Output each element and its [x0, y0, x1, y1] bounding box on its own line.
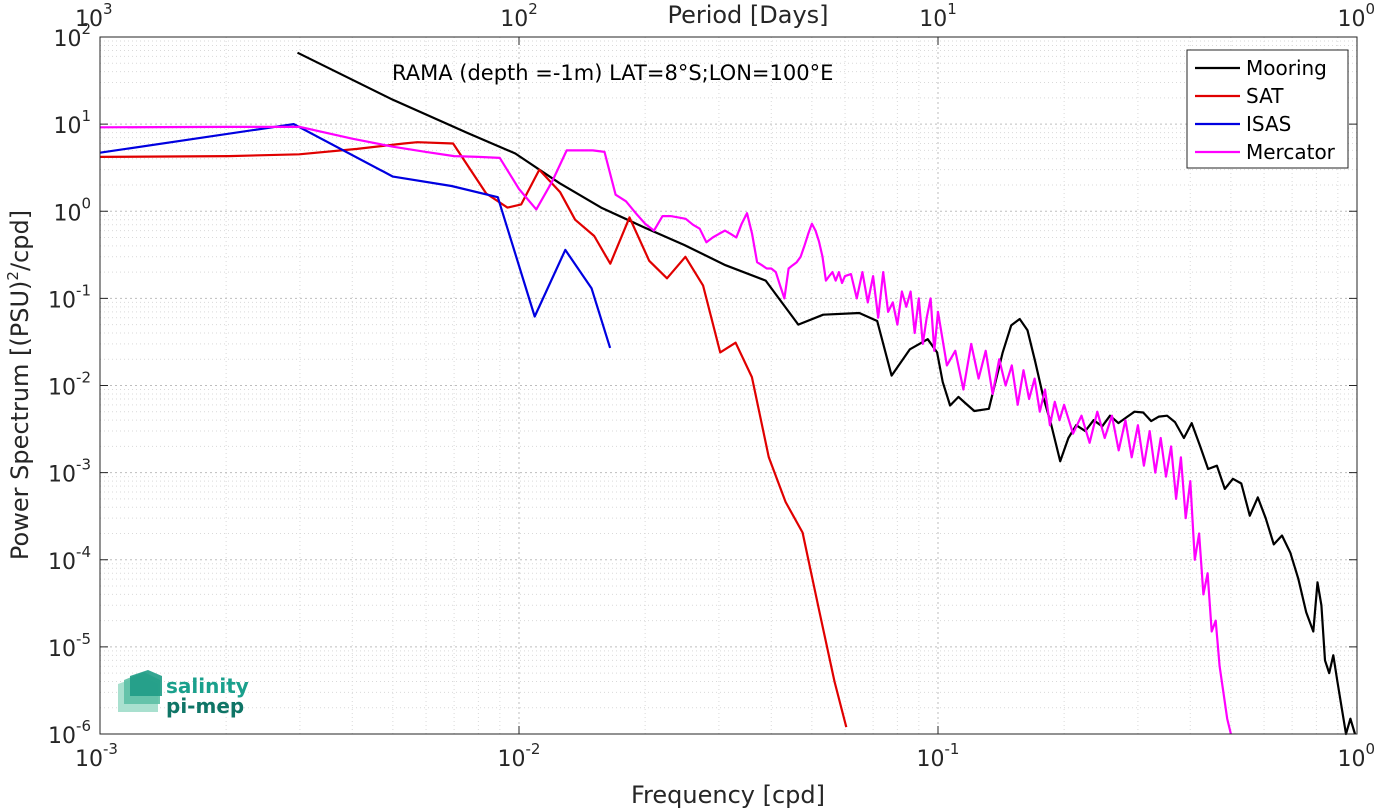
y-tick-label-exp: -5: [76, 630, 91, 648]
legend: Mooring SAT ISAS Mercator: [1186, 49, 1349, 169]
logo-line-2: pi-mep: [166, 694, 244, 718]
legend-label-mooring: Mooring: [1246, 56, 1327, 80]
y-tick-label-exp: -6: [76, 717, 91, 735]
x-tick-label-exp: -1: [945, 740, 960, 758]
top-tick-label-exp: 3: [103, 0, 113, 18]
y-axis-label-tail: /cpd]: [6, 210, 34, 271]
x-tick-label-exp: 0: [1365, 740, 1375, 758]
top-tick-label-base: 10: [75, 7, 103, 32]
logo-line-1: salinity: [166, 674, 249, 698]
y-tick-label-base: 10: [53, 114, 81, 139]
top-tick-label: 101: [919, 0, 957, 32]
y-tick-label-base: 10: [48, 550, 76, 575]
y-tick-label-exp: -4: [76, 543, 91, 561]
y-tick-label-exp: 0: [81, 194, 91, 212]
top-tick-label: 100: [1337, 0, 1375, 32]
x-tick-label-base: 10: [917, 747, 945, 772]
top-tick-label-exp: 1: [947, 0, 957, 18]
series-line-isas: [99, 123, 612, 349]
x-tick-label: 10-1: [917, 740, 960, 772]
legend-box: [1186, 49, 1349, 169]
y-tick-label-exp: 2: [81, 20, 91, 38]
y-tick-label-exp: -2: [76, 369, 91, 387]
y-tick-label: 101: [53, 107, 91, 139]
legend-label-mercator: Mercator: [1246, 140, 1336, 164]
top-tick-label-base: 10: [500, 7, 528, 32]
x-tick-label-base: 10: [75, 747, 103, 772]
x-tick-label-base: 10: [498, 747, 526, 772]
legend-label-isas: ISAS: [1246, 112, 1291, 136]
chart-annotation: RAMA (depth =-1m) LAT=8°S;LON=100°E: [392, 61, 833, 85]
legend-label-sat: SAT: [1246, 84, 1284, 108]
x-tick-label-base: 10: [1337, 747, 1365, 772]
x-tick-label: 10-3: [75, 740, 118, 772]
top-tick-label: 103: [75, 0, 113, 32]
top-tick-label-base: 10: [919, 7, 947, 32]
y-tick-label-base: 10: [48, 463, 76, 488]
y-axis-label: Power Spectrum [(PSU)2/cpd]: [4, 210, 34, 560]
y-tick-label-base: 10: [48, 376, 76, 401]
y-tick-label: 10-4: [48, 543, 91, 575]
y-tick-label-base: 10: [48, 288, 76, 313]
y-tick-label: 10-6: [48, 717, 91, 749]
top-tick-label-exp: 2: [528, 0, 538, 18]
y-tick-label-base: 10: [53, 201, 81, 226]
plot-background: [100, 37, 1357, 734]
x-tick-label: 10-2: [498, 740, 541, 772]
y-tick-label-exp: 1: [81, 107, 91, 125]
top-tick-label-base: 10: [1337, 7, 1365, 32]
series-line-mercator: [99, 125, 1232, 735]
y-tick-label-exp: -1: [76, 281, 91, 299]
top-tick-label: 102: [500, 0, 538, 32]
y-tick-label-base: 10: [48, 637, 76, 662]
y-tick-label-base: 10: [53, 27, 81, 52]
salinity-pi-mep-logo: salinity pi-mep: [118, 670, 249, 718]
y-tick-label: 10-2: [48, 369, 91, 401]
y-tick-label: 10-5: [48, 630, 91, 662]
x-axis-label: Frequency [cpd]: [631, 781, 825, 809]
y-axis-label-sup: 2: [4, 271, 22, 281]
y-tick-label-base: 10: [48, 724, 76, 749]
x-tick-label: 100: [1337, 740, 1375, 772]
y-axis-label-main: Power Spectrum [(PSU): [6, 281, 34, 560]
y-tick-label: 10-3: [48, 456, 91, 488]
y-tick-label: 100: [53, 194, 91, 226]
grid: [99, 36, 1358, 735]
x-tick-label-exp: -3: [103, 740, 118, 758]
x-tick-label-exp: -2: [526, 740, 541, 758]
top-tick-label-exp: 0: [1365, 0, 1375, 18]
series-line-sat: [99, 141, 848, 728]
top-axis-label: Period [Days]: [667, 1, 828, 29]
y-tick-label: 102: [53, 20, 91, 52]
y-tick-label-exp: -3: [76, 456, 91, 474]
y-tick-label: 10-1: [48, 281, 91, 313]
series-layer: [99, 51, 1357, 736]
